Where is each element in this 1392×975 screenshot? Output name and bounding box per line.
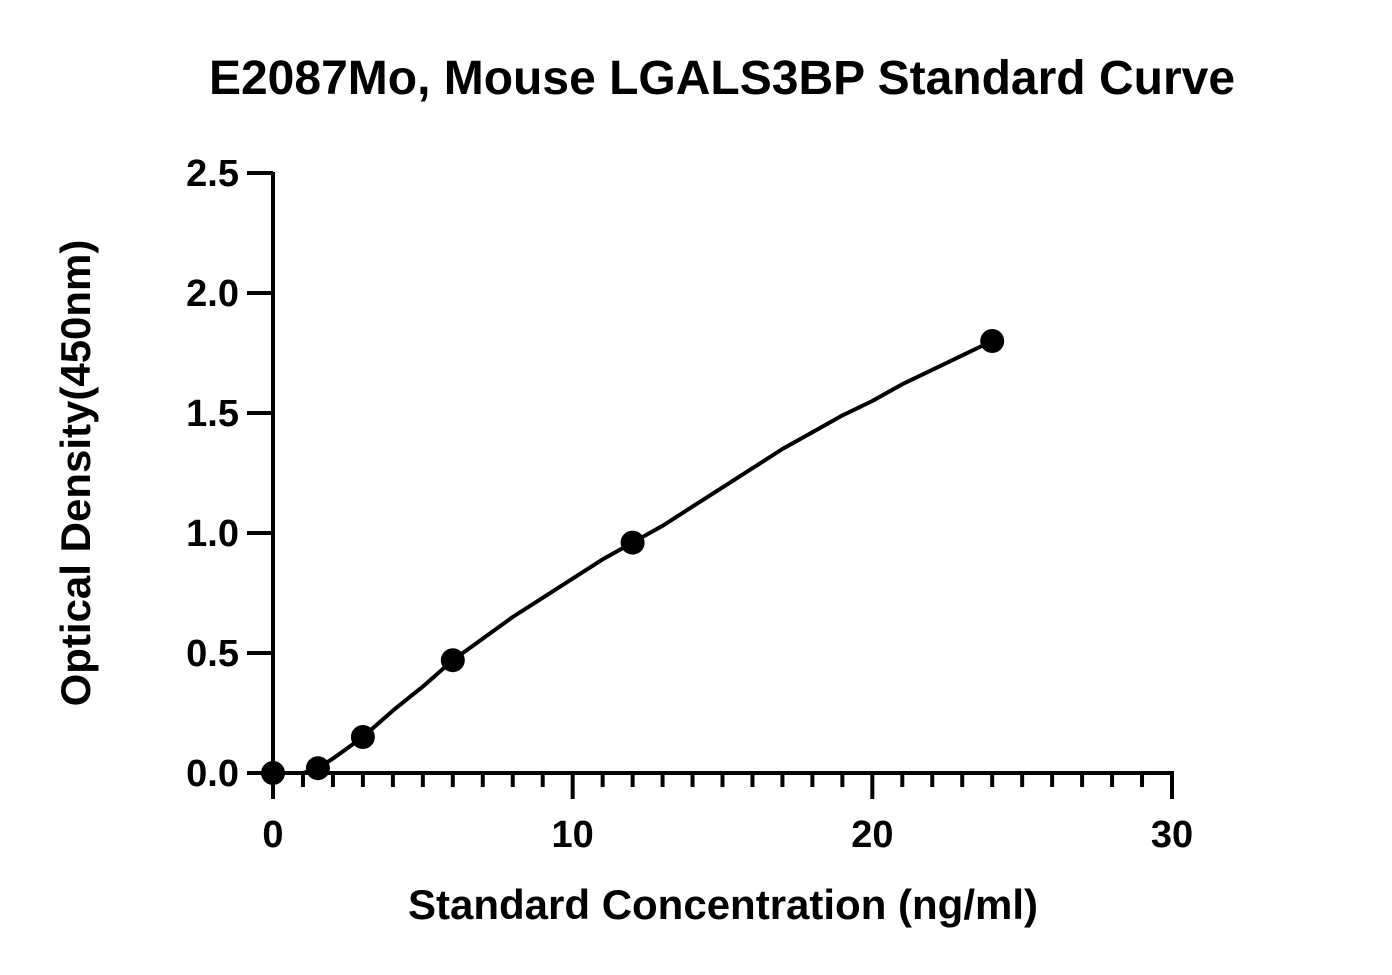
data-point: [305, 756, 330, 781]
x-axis-label: Standard Concentration (ng/ml): [408, 881, 1038, 928]
data-point: [350, 725, 375, 749]
y-tick-label: 1.0: [186, 513, 239, 555]
y-tick-label: 2.5: [186, 153, 239, 195]
y-axis-label: Optical Density(450nm): [52, 240, 99, 707]
y-tick-label: 0.5: [186, 633, 239, 675]
y-axis: 0.0 0.5 1.0 1.5 2.0 2.5: [186, 153, 275, 795]
y-tick-label: 1.5: [186, 393, 239, 435]
chart-title: E2087Mo, Mouse LGALS3BP Standard Curve: [209, 52, 1235, 105]
y-tick-label: 2.0: [186, 273, 239, 315]
plot-area: 0.0 0.5 1.0 1.5 2.0 2.5 0 10 20 30: [186, 153, 1193, 856]
x-tick-label: 30: [1151, 814, 1193, 856]
data-point: [440, 648, 465, 673]
x-axis: 0 10 20 30: [262, 771, 1193, 856]
data-point: [980, 329, 1005, 353]
x-tick-label: 20: [851, 814, 893, 856]
y-tick-label: 0.0: [186, 753, 239, 795]
data-point: [620, 530, 645, 555]
fit-curve-line: [286, 339, 995, 775]
fit-curve-group: [286, 339, 995, 775]
data-points-group: [261, 329, 1005, 785]
x-tick-label: 0: [262, 814, 283, 856]
data-point: [261, 761, 285, 785]
x-tick-label: 10: [552, 814, 594, 856]
